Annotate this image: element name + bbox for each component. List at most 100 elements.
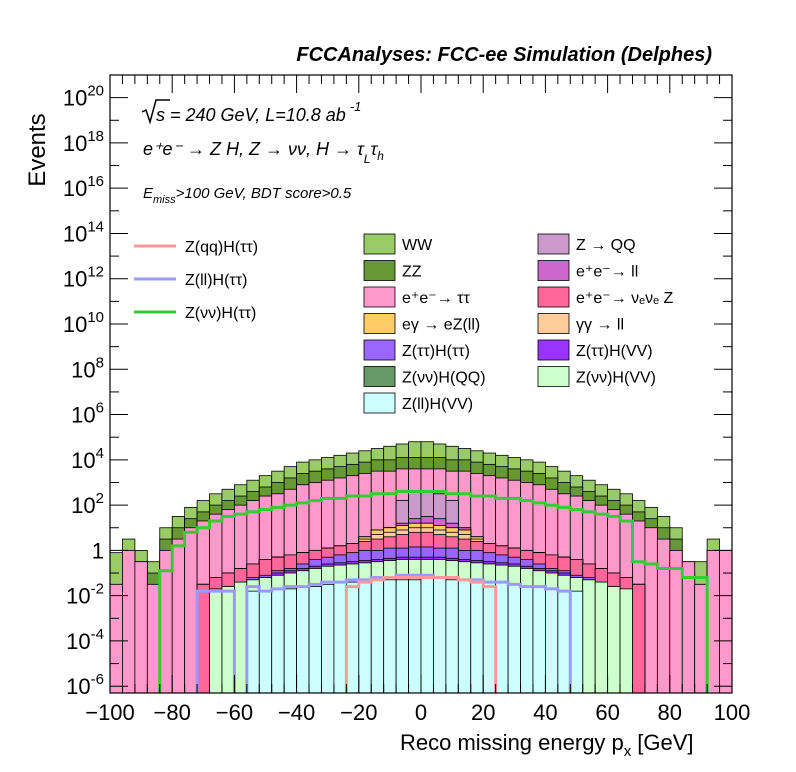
bar bbox=[146, 583, 161, 694]
bar bbox=[545, 588, 559, 694]
process-tau2: τ bbox=[370, 139, 378, 159]
bar bbox=[321, 583, 335, 694]
legend-line-entry: Z(qq)H(ττ) bbox=[134, 239, 258, 256]
legend-fill-entry: WW bbox=[363, 233, 433, 255]
legend-fill-entry: e⁺e⁻→ ll bbox=[537, 260, 638, 281]
bar bbox=[221, 586, 235, 694]
y-tick-label: 108 bbox=[71, 354, 104, 382]
signal-lines bbox=[158, 490, 709, 693]
legend-fill-swatch bbox=[537, 260, 570, 281]
bar bbox=[258, 590, 273, 694]
bar bbox=[445, 579, 459, 694]
legend-fill-entry: e⁺e⁻→ ττ bbox=[363, 286, 470, 308]
signal-line-0 bbox=[158, 490, 709, 693]
legend-fill-entry: eγ → eZ(ll) bbox=[363, 313, 480, 334]
y-tick-label: 104 bbox=[71, 445, 104, 473]
x-tick-label: 80 bbox=[658, 700, 682, 725]
bar bbox=[109, 583, 123, 694]
x-tick-label: −20 bbox=[340, 700, 377, 725]
y-tick-label: 1014 bbox=[63, 218, 104, 246]
bar bbox=[271, 588, 285, 694]
chart-title: FCCAnalyses: FCC-ee Simulation (Delphes) bbox=[296, 44, 712, 66]
cut-annotation: Emiss>100 GeV, BDT score>0.5 bbox=[143, 185, 352, 206]
legend-fill-label: Z(νν)H(QQ) bbox=[402, 370, 486, 387]
legend-line-entry: Z(νν)H(ττ) bbox=[134, 305, 256, 322]
bar bbox=[507, 583, 521, 694]
bar bbox=[619, 588, 633, 694]
bar bbox=[569, 590, 584, 694]
cut-prefix: E bbox=[143, 185, 154, 202]
bar bbox=[395, 579, 409, 694]
x-tick-label: 40 bbox=[533, 700, 557, 725]
bar bbox=[470, 579, 484, 694]
bar bbox=[345, 581, 360, 694]
bar bbox=[246, 590, 260, 694]
legend-fill-entry: Z(ττ)H(VV) bbox=[537, 339, 653, 361]
bar bbox=[358, 581, 372, 694]
energy-annotation: s = 240 GeV, L=10.8 ab -1 bbox=[156, 99, 361, 125]
bar bbox=[420, 577, 434, 694]
bar bbox=[171, 538, 186, 694]
legend-fill-swatch bbox=[363, 339, 396, 361]
bar bbox=[594, 581, 608, 694]
cut-sub: miss bbox=[153, 194, 176, 206]
bar bbox=[333, 581, 347, 694]
bar bbox=[209, 588, 223, 694]
legend-fill-swatch bbox=[363, 286, 396, 308]
annotations: s = 240 GeV, L=10.8 ab -1 e⁺e⁻ → Z H, Z →… bbox=[141, 99, 384, 206]
y-tick-label: 1 bbox=[92, 538, 104, 563]
y-tick-label: 10-2 bbox=[66, 581, 104, 609]
legend-fill-swatch bbox=[537, 286, 570, 308]
y-tick-label: 1010 bbox=[63, 309, 104, 337]
bar bbox=[482, 581, 497, 694]
legend-fill-swatch bbox=[363, 392, 396, 414]
legend-fill-entry: e⁺e⁻→ νₑνₑ Z bbox=[537, 286, 673, 308]
energy-exp: -1 bbox=[350, 99, 362, 114]
legend-fill-entry: γγ → ll bbox=[537, 313, 624, 334]
bar bbox=[184, 527, 198, 694]
legend-fill-entry: ZZ bbox=[363, 260, 422, 281]
bar bbox=[233, 581, 248, 694]
legend-fill-swatch bbox=[537, 313, 570, 334]
bar bbox=[308, 586, 322, 694]
process-sub2: h bbox=[377, 149, 384, 163]
legend-line-entry: Z(ll)H(ττ) bbox=[134, 272, 247, 289]
bar bbox=[532, 586, 546, 694]
legend-fill-swatch bbox=[537, 339, 570, 361]
y-axis-title: Events bbox=[24, 113, 51, 186]
y-tick-label: 10-4 bbox=[66, 626, 104, 654]
legend-fill-swatch bbox=[363, 260, 396, 281]
bar bbox=[296, 586, 310, 694]
energy-text: s = 240 GeV, L=10.8 ab bbox=[156, 105, 346, 125]
bar bbox=[607, 586, 621, 694]
bar bbox=[557, 590, 571, 694]
legend-fill-swatch bbox=[363, 233, 396, 255]
process-sub1: L bbox=[364, 152, 371, 166]
bar bbox=[706, 549, 720, 694]
y-tick-label: 1018 bbox=[63, 128, 104, 156]
bar bbox=[582, 579, 596, 694]
y-tick-label: 102 bbox=[71, 490, 104, 518]
x-tick-label: −100 bbox=[85, 700, 135, 725]
stack-0 bbox=[246, 577, 584, 694]
x-axis-title-group: Reco missing energy px [GeV] bbox=[400, 730, 694, 760]
x-axis-label: Reco missing energy px [GeV] bbox=[400, 730, 694, 760]
plot-area bbox=[109, 441, 733, 694]
bar bbox=[719, 549, 733, 694]
y-tick-label: 10-6 bbox=[66, 671, 104, 699]
y-tick-label: 1016 bbox=[63, 173, 104, 201]
bar bbox=[433, 577, 447, 694]
legend-fill-label: WW bbox=[402, 237, 433, 254]
axes: −100 −80 −60 −40 −20 0 20 40 60 80 100 10-6 10-4 10-2… bbox=[63, 74, 750, 725]
bar bbox=[644, 527, 658, 694]
y-tick-label: 1020 bbox=[63, 83, 104, 111]
x-tick-label: −60 bbox=[216, 700, 253, 725]
process-annotation: e⁺e⁻ → Z H, Z → νν, H → τLτh bbox=[143, 139, 384, 166]
signal-line-2 bbox=[344, 576, 498, 693]
bar bbox=[520, 586, 534, 694]
sqrt-symbol bbox=[141, 99, 170, 125]
bar bbox=[495, 581, 509, 694]
legend-fill-label: Z(ττ)H(ττ) bbox=[402, 343, 470, 360]
cut-text: >100 GeV, BDT score>0.5 bbox=[176, 185, 352, 202]
bar bbox=[632, 583, 646, 694]
